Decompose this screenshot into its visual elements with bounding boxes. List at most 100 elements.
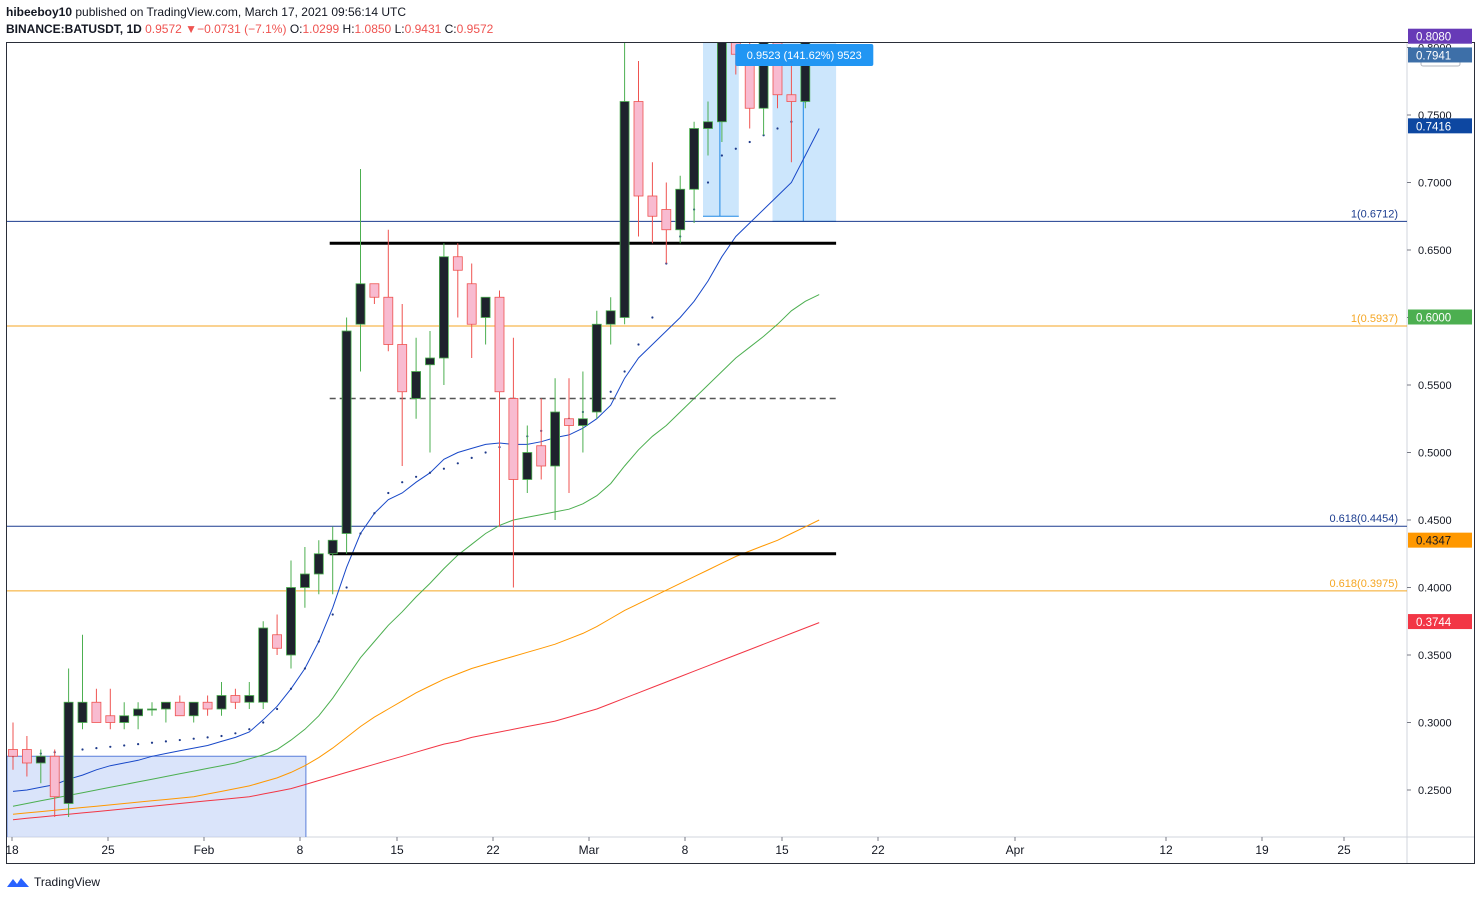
candle-body: [160, 701, 171, 710]
psar-dot: [317, 640, 320, 643]
ema-green-line: [12, 294, 820, 807]
candle-body: [522, 452, 533, 480]
symbol-name[interactable]: BINANCE:BATUSDT, 1D: [6, 22, 142, 36]
candle-body: [202, 701, 213, 710]
author-name[interactable]: hibeeboy10: [6, 5, 73, 19]
candle-body: [675, 188, 686, 231]
y-tick-label: 0.6500: [1418, 245, 1452, 257]
psar-dot: [637, 343, 640, 346]
price-tag-label: 0.7416: [1416, 121, 1451, 133]
price-tag-box: [1408, 532, 1472, 548]
measure-label-box: [735, 44, 874, 66]
ema-red-line: [12, 622, 820, 821]
psar-dot: [470, 456, 473, 459]
low-value: 0.9431: [404, 22, 442, 36]
price-tag-label: 0.6000: [1416, 313, 1451, 325]
candle-body: [647, 195, 658, 217]
psar-dot: [442, 467, 445, 470]
plot-area[interactable]: [7, 0, 1407, 894]
candle-body: [230, 695, 241, 703]
y-tick-label: 0.4000: [1418, 583, 1452, 595]
psar-dot: [137, 743, 140, 746]
candle-body: [147, 708, 157, 711]
x-tick-label: 25: [101, 843, 115, 857]
candle-body: [800, 43, 811, 102]
candle-body: [508, 398, 519, 480]
psar-dot: [720, 154, 724, 157]
ema-blue-line: [12, 128, 820, 792]
ema-orange-line: [12, 519, 820, 815]
candle-body: [758, 43, 769, 109]
open-value: 1.0299: [302, 22, 340, 36]
tradingview-logo-icon: [7, 878, 29, 887]
close-value: 0.9572: [456, 22, 494, 36]
brand-text[interactable]: TradingView: [34, 875, 101, 889]
candle-body: [786, 94, 797, 102]
y-tick-label: 0.2500: [1418, 785, 1452, 797]
psar-dot: [359, 532, 362, 535]
footer-brand: TradingView: [6, 875, 100, 889]
fib-level-label: 1(0.6712): [1351, 208, 1398, 220]
candle-body: [91, 701, 102, 723]
candle-body: [49, 755, 60, 798]
price-tag-box: [1408, 309, 1472, 325]
psar-dot: [609, 390, 612, 393]
x-tick-label: 12: [1159, 843, 1173, 857]
high-label: H:: [342, 22, 355, 36]
fib-level-label: 0.618(0.3975): [1330, 578, 1399, 590]
x-tick-label: 8: [297, 843, 304, 857]
psar-dot: [81, 748, 84, 751]
candle-body: [397, 344, 408, 393]
candle-body: [466, 283, 477, 325]
psar-dot: [234, 732, 237, 735]
candle-body: [286, 587, 296, 656]
x-tick-label: 22: [871, 843, 885, 857]
price-tag-label: 0.3744: [1416, 617, 1452, 629]
candle-body: [21, 749, 32, 764]
candle-body: [383, 296, 394, 345]
psar-dot: [331, 613, 334, 616]
price-tag-label: 0.7941: [1416, 50, 1451, 62]
y-tick-label: 0.5000: [1418, 448, 1452, 460]
candle-body: [605, 310, 616, 325]
candle-body: [313, 553, 324, 575]
chart-frame: [6, 42, 1475, 864]
candle-body: [327, 539, 338, 555]
candle-body: [619, 101, 630, 318]
low-label: L:: [394, 22, 405, 36]
candle-body: [703, 121, 713, 129]
x-tick-label: 8: [682, 843, 689, 857]
down-triangle-icon: ▼: [185, 22, 198, 36]
x-tick-label: Apr: [1006, 843, 1025, 857]
candle-body: [717, 43, 727, 123]
candle-body: [536, 445, 547, 467]
candle-body: [494, 296, 505, 393]
psar-dot: [206, 736, 209, 739]
price-tag-box: [1408, 614, 1472, 630]
fib-level-label: 0.618(0.4454): [1330, 513, 1399, 525]
last-price: 0.9572: [145, 22, 182, 36]
x-tick-label: 18: [5, 843, 19, 857]
psar-dot: [289, 687, 293, 690]
fib-level-label: 1(0.5937): [1351, 313, 1398, 325]
candle-body: [355, 283, 366, 325]
y-tick-label: 0.4500: [1418, 515, 1452, 527]
price-tag-box: [1408, 118, 1472, 134]
candle-body: [591, 323, 602, 413]
candle-body: [63, 701, 74, 804]
psar-dot: [192, 737, 195, 740]
candle-body: [188, 701, 199, 717]
high-value: 1.0850: [354, 22, 392, 36]
x-tick-label: 15: [390, 843, 404, 857]
candle-body: [633, 101, 644, 197]
x-tick-label: Mar: [579, 843, 600, 857]
psar-dot: [95, 747, 98, 750]
publish-info: hibeeboy10 published on TradingView.com,…: [6, 5, 406, 19]
psar-dot: [164, 740, 167, 743]
candle-body: [77, 701, 88, 723]
psar-dot: [123, 744, 126, 747]
candle-body: [550, 411, 560, 467]
psar-dot: [109, 745, 112, 748]
y-tick-label: 0.7000: [1418, 178, 1452, 190]
